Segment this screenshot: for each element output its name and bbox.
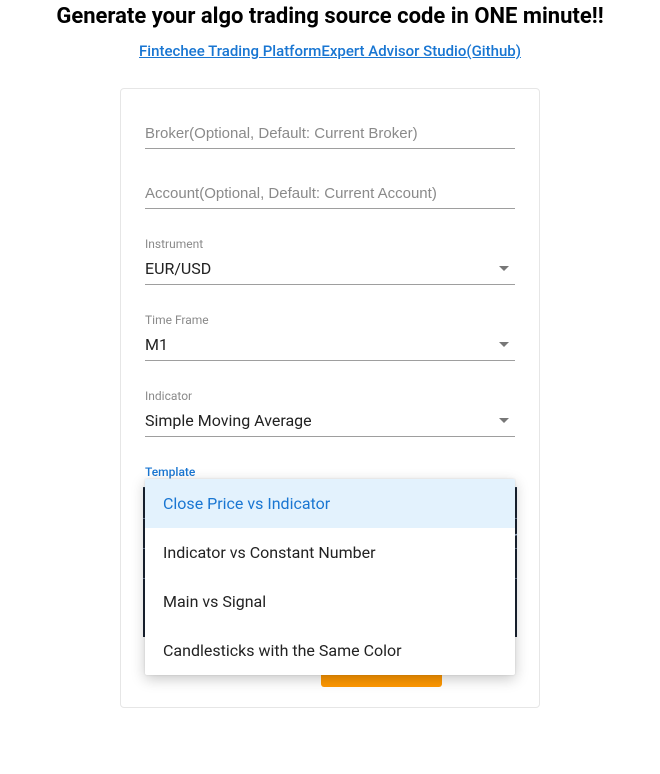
- account-input[interactable]: [145, 177, 515, 209]
- indicator-label: Indicator: [145, 389, 515, 403]
- dropdown-option[interactable]: Close Price vs Indicator: [145, 479, 515, 528]
- field-account: [145, 177, 515, 209]
- indicator-select[interactable]: Simple Moving Average: [145, 405, 515, 437]
- indicator-value: Simple Moving Average: [145, 411, 312, 430]
- chevron-down-icon: [499, 266, 509, 271]
- instrument-value: EUR/USD: [145, 259, 211, 278]
- dropdown-option[interactable]: Indicator vs Constant Number: [145, 528, 515, 577]
- template-label: Template: [145, 465, 515, 479]
- link-studio[interactable]: Expert Advisor Studio(Github): [321, 42, 521, 60]
- link-platform[interactable]: Fintechee Trading Platform: [139, 42, 321, 60]
- chevron-down-icon: [499, 418, 509, 423]
- page-title: Generate your algo trading source code i…: [0, 4, 660, 29]
- field-instrument: Instrument EUR/USD: [145, 237, 515, 285]
- timeframe-select[interactable]: M1: [145, 329, 515, 361]
- template-dropdown: Close Price vs Indicator Indicator vs Co…: [145, 479, 515, 675]
- field-indicator: Indicator Simple Moving Average: [145, 389, 515, 437]
- field-template: Template: [145, 465, 515, 479]
- field-timeframe: Time Frame M1: [145, 313, 515, 361]
- instrument-select[interactable]: EUR/USD: [145, 253, 515, 285]
- broker-input[interactable]: [145, 117, 515, 149]
- top-links: Fintechee Trading PlatformExpert Advisor…: [0, 41, 660, 60]
- timeframe-value: M1: [145, 335, 168, 354]
- dropdown-option[interactable]: Candlesticks with the Same Color: [145, 626, 515, 675]
- chevron-down-icon: [499, 342, 509, 347]
- timeframe-label: Time Frame: [145, 313, 515, 327]
- dropdown-option[interactable]: Main vs Signal: [145, 577, 515, 626]
- field-broker: [145, 117, 515, 149]
- instrument-label: Instrument: [145, 237, 515, 251]
- form-card: Instrument EUR/USD Time Frame M1 Indicat…: [120, 88, 540, 708]
